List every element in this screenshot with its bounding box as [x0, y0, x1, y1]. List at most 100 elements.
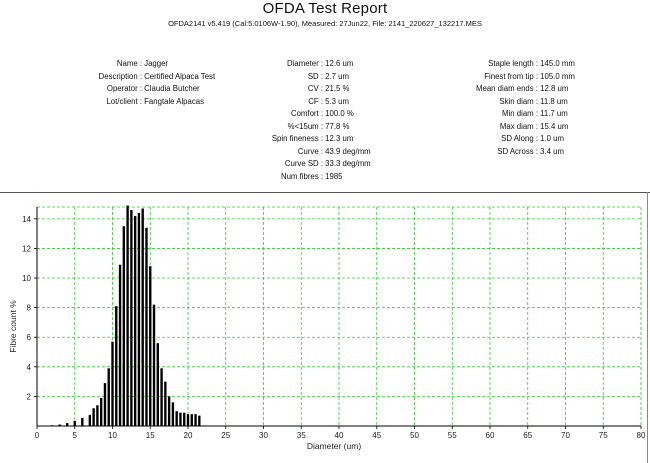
x-tick-label: 25	[221, 431, 230, 440]
y-axis-title: Fibre count %	[8, 300, 18, 353]
info-row: Staple length : 145.0 mm	[440, 58, 620, 71]
histogram-bar	[111, 341, 114, 426]
histogram-bar	[175, 411, 178, 426]
histogram-bar	[130, 209, 133, 426]
fibre-diameter-histogram: 0 5 10 15 20 25 30 35 40 45 50 55 60 65 70 75 80 2 4 6 8 10 12…	[8, 205, 646, 451]
info-row: Diameter : 12.6 um	[230, 58, 405, 71]
histogram-bar	[88, 414, 92, 426]
info-value: 15.4 um	[540, 121, 569, 131]
info-value: Claudia Butcher	[144, 84, 200, 93]
info-row: Name : Jagger	[20, 58, 264, 71]
info-label: Skin diam :	[499, 96, 538, 106]
x-tick-label: 40	[335, 431, 344, 440]
info-value: Jagger	[144, 59, 169, 68]
info-value: Fangtale Alpacas	[144, 96, 204, 106]
histogram-bar	[115, 306, 118, 426]
info-row: SD : 2.7 um	[230, 71, 405, 84]
y-tick-label: 10	[22, 274, 31, 283]
histogram-bar	[107, 368, 110, 426]
histogram-bar	[81, 417, 84, 426]
info-row: Finest from tip : 105.0 mm	[440, 71, 620, 84]
x-tick-label: 0	[35, 431, 40, 440]
x-tick-label: 60	[486, 431, 495, 440]
histogram-bar	[126, 205, 129, 426]
y-tick-label: 14	[22, 215, 31, 224]
info-value: 21.5 %	[325, 84, 350, 93]
sample-info-column: Name : Jagger Description : Certified Alp…	[20, 58, 264, 108]
info-value: 105.0 mm	[540, 71, 575, 81]
y-tick-label: 8	[27, 304, 32, 313]
info-label: CV :	[307, 84, 323, 93]
info-value: 77.8 %	[325, 121, 350, 131]
histogram-bar	[171, 402, 175, 426]
info-row: Curve : 43.9 deg/mm	[230, 146, 405, 159]
y-tick-label: 6	[27, 333, 32, 342]
info-label: Spin fineness :	[271, 134, 323, 143]
x-tick-label: 30	[259, 431, 268, 440]
info-row: Min diam : 11.7 um	[440, 108, 620, 121]
info-row: Skin diam : 11.8 um	[440, 96, 620, 109]
y-tick-label: 2	[27, 392, 32, 401]
info-value: 12.3 um	[325, 134, 354, 143]
info-value: 1985	[325, 171, 343, 181]
profile-stats-column: Staple length : 145.0 mm Finest from tip …	[440, 58, 620, 158]
info-row: Mean diam ends : 12.8 um	[440, 83, 620, 96]
x-tick-label: 75	[599, 431, 608, 440]
info-value: Certified Alpaca Test	[144, 71, 216, 81]
x-tick-label: 15	[146, 431, 155, 440]
histogram-bar	[194, 414, 197, 426]
histogram-bar	[66, 423, 69, 426]
histogram-bar	[152, 304, 156, 426]
histogram-bar	[156, 343, 159, 426]
info-row: Description : Certified Alpaca Test	[20, 71, 264, 84]
histogram-bar	[141, 208, 144, 426]
info-label: Curve SD :	[284, 159, 323, 168]
info-value: 33.3 deg/mm	[325, 159, 371, 168]
x-tick-label: 50	[410, 431, 419, 440]
x-tick-label: 70	[561, 431, 570, 440]
info-row: SD Along : 1.0 um	[440, 133, 620, 146]
info-value: 145.0 mm	[540, 59, 575, 68]
info-label: Curve :	[297, 146, 323, 156]
info-value: 11.8 um	[540, 96, 568, 106]
info-label: Operator :	[106, 84, 142, 93]
info-row: Curve SD : 33.3 deg/mm	[230, 158, 405, 171]
info-label: Max diam :	[499, 121, 538, 131]
info-row: Spin fineness : 12.3 um	[230, 133, 405, 146]
info-label: Name :	[116, 59, 142, 68]
info-label: %<15um :	[287, 121, 323, 131]
info-row: CF : 5.3 um	[230, 96, 405, 109]
histogram-bar	[92, 408, 95, 426]
info-value: 12.8 um	[540, 84, 569, 93]
info-row: CV : 21.5 %	[230, 83, 405, 96]
histogram-bar	[198, 415, 201, 426]
info-label: Description :	[98, 71, 142, 81]
y-tick-label: 4	[27, 363, 32, 372]
info-value: 5.3 um	[325, 96, 350, 106]
histogram-bar	[96, 405, 99, 426]
info-label: Diameter :	[287, 59, 323, 68]
x-tick-label: 20	[184, 431, 193, 440]
x-tick-label: 45	[372, 431, 381, 440]
histogram-bar	[183, 412, 186, 426]
x-tick-label: 80	[637, 431, 646, 440]
histogram-bar	[160, 368, 163, 426]
info-label: Comfort :	[290, 109, 323, 118]
histogram-bar	[118, 264, 122, 426]
info-row: Num fibres : 1985	[230, 171, 405, 184]
info-label: SD :	[307, 71, 323, 81]
histogram-bar	[137, 212, 141, 426]
x-tick-label: 5	[73, 431, 78, 440]
histogram-bar	[145, 227, 148, 426]
x-tick-label: 35	[297, 431, 306, 440]
info-label: Min diam :	[502, 109, 538, 118]
info-label: Num fibres :	[280, 171, 323, 181]
info-label: CF :	[308, 96, 323, 106]
chart-border	[647, 192, 648, 463]
info-label: SD Along :	[501, 134, 538, 143]
x-tick-label: 65	[523, 431, 532, 440]
info-row: Comfort : 100.0 %	[230, 108, 405, 121]
histogram-bar	[167, 396, 171, 426]
info-value: 12.6 um	[325, 59, 354, 68]
info-row: Lot/client : Fangtale Alpacas	[20, 96, 264, 109]
